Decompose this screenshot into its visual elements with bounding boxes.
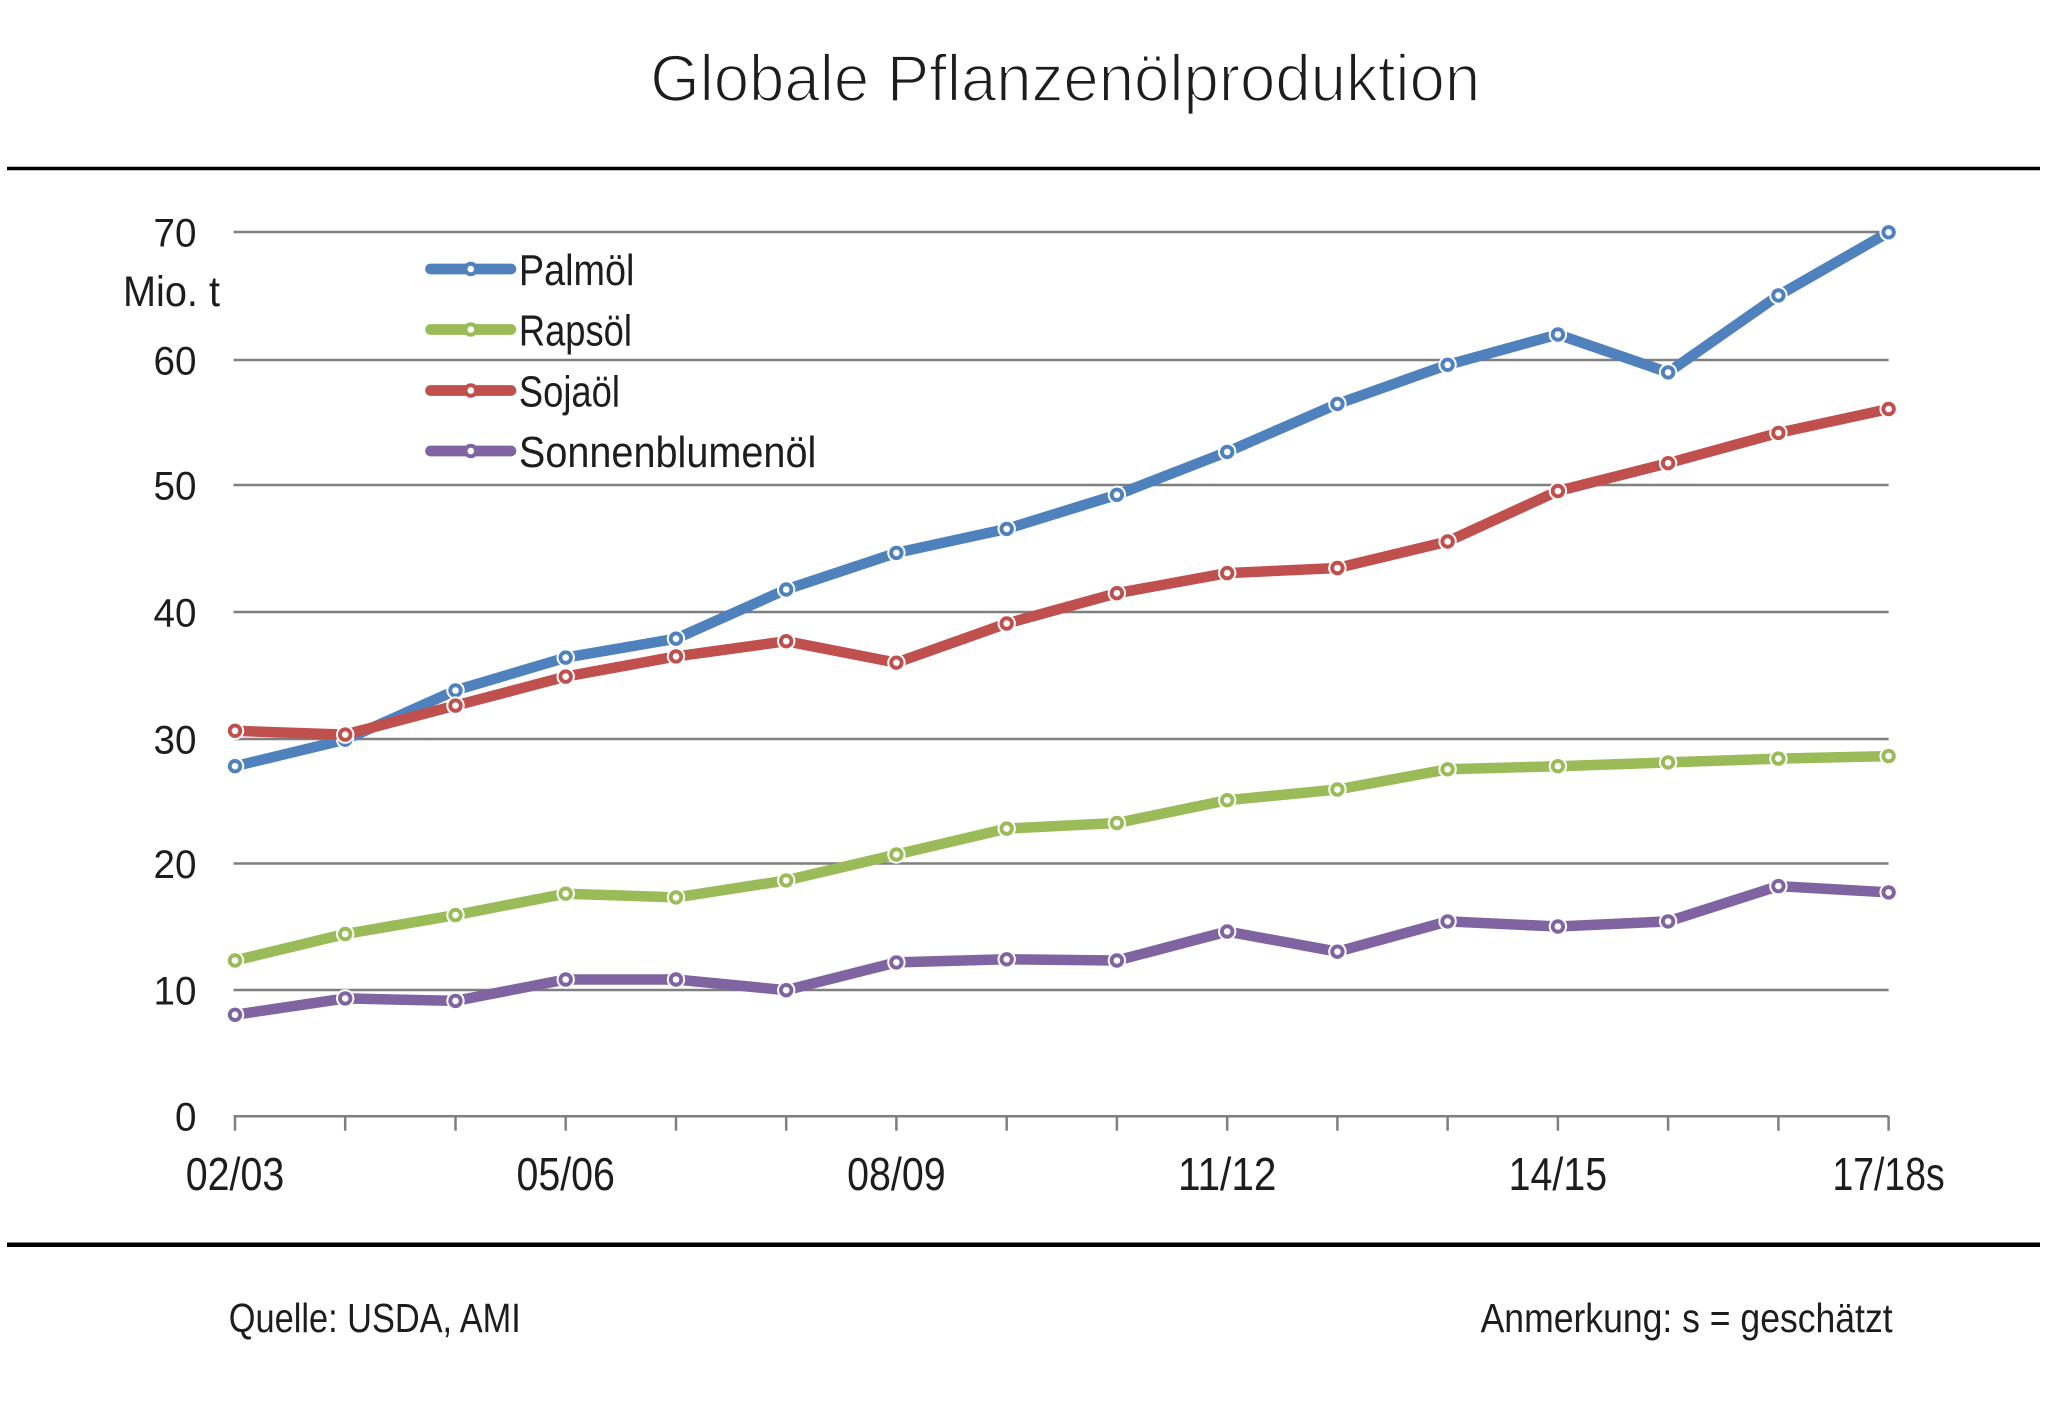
svg-text:17/18s: 17/18s bbox=[1832, 1148, 1944, 1200]
svg-text:Quelle: USDA, AMI: Quelle: USDA, AMI bbox=[229, 1295, 521, 1341]
svg-text:Anmerkung: s = geschätzt: Anmerkung: s = geschätzt bbox=[1481, 1295, 1893, 1341]
svg-text:10: 10 bbox=[154, 969, 197, 1013]
svg-text:Sonnenblumenöl: Sonnenblumenöl bbox=[519, 429, 816, 477]
svg-text:60: 60 bbox=[154, 339, 197, 383]
svg-text:08/09: 08/09 bbox=[847, 1148, 946, 1200]
svg-text:Globale Pflanzenölproduktion: Globale Pflanzenölproduktion bbox=[650, 42, 1480, 115]
svg-text:30: 30 bbox=[154, 718, 197, 762]
svg-text:0: 0 bbox=[175, 1096, 197, 1140]
svg-text:70: 70 bbox=[154, 211, 197, 255]
svg-text:02/03: 02/03 bbox=[186, 1148, 285, 1200]
svg-text:50: 50 bbox=[154, 464, 197, 508]
svg-text:40: 40 bbox=[154, 591, 197, 635]
svg-text:Palmöl: Palmöl bbox=[519, 247, 635, 295]
svg-text:20: 20 bbox=[154, 843, 197, 887]
svg-text:Mio. t: Mio. t bbox=[123, 269, 220, 316]
svg-text:05/06: 05/06 bbox=[516, 1148, 615, 1200]
svg-text:11/12: 11/12 bbox=[1178, 1148, 1277, 1200]
svg-text:14/15: 14/15 bbox=[1509, 1148, 1608, 1200]
svg-text:Sojaöl: Sojaöl bbox=[519, 368, 620, 416]
svg-text:Rapsöl: Rapsöl bbox=[519, 307, 632, 355]
